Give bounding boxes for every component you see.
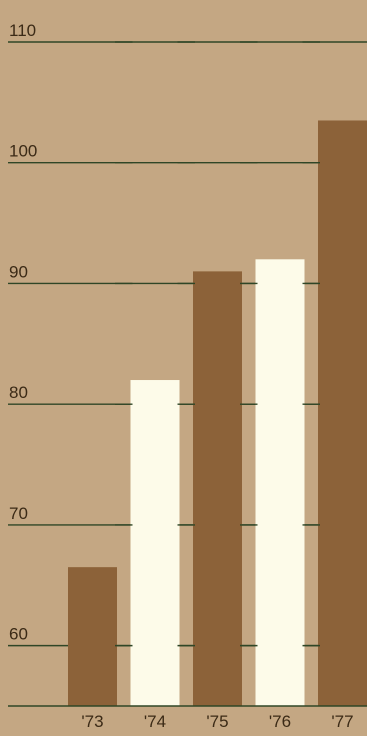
x-tick-label: '76 (269, 712, 291, 731)
y-tick-label: 110 (9, 21, 36, 40)
y-tick-label: 90 (9, 262, 28, 281)
y-tick-label: 80 (9, 383, 28, 402)
bar-2 (130, 380, 180, 706)
gridline-overlays (115, 41, 320, 647)
bar-4 (255, 259, 305, 706)
x-tick-label: '74 (144, 712, 166, 731)
gridlines (8, 41, 367, 647)
x-tick-label: '75 (206, 712, 228, 731)
bar-1 (68, 567, 117, 706)
bar-3 (193, 271, 242, 706)
bars (68, 120, 367, 707)
y-tick-label: 100 (9, 142, 37, 161)
y-tick-label: 60 (9, 625, 28, 644)
bar-5 (318, 120, 367, 707)
y-tick-label: 70 (9, 504, 28, 523)
x-tick-label: '73 (81, 712, 103, 731)
x-axis-category-labels: '73 '74 '75 '76 '77 (81, 712, 353, 731)
x-tick-label: '77 (331, 712, 353, 731)
y-axis-tick-labels: 60 70 80 90 100 110 (9, 21, 37, 644)
